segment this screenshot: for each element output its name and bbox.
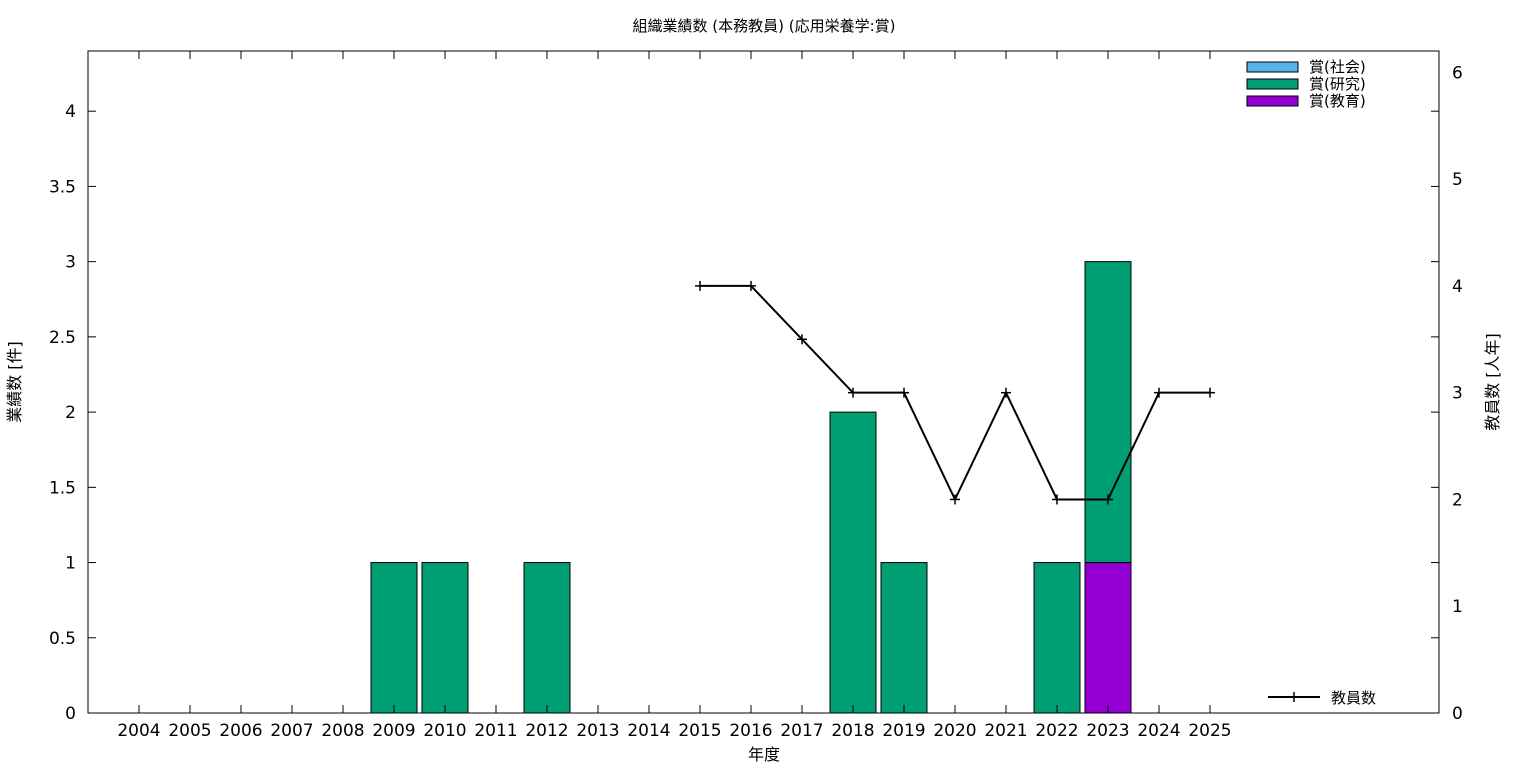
x-tick-label-18: 2022: [1035, 721, 1078, 741]
line-point-2024: [1154, 387, 1164, 398]
x-tick-label-5: 2009: [372, 721, 415, 741]
bar-1-2022: [1033, 562, 1081, 714]
x-tick-label-17: 2021: [984, 721, 1027, 741]
bars-layer: [370, 261, 1132, 714]
bar-1-2019: [880, 562, 928, 714]
line-point-2015: [695, 280, 705, 291]
x-tick-label-11: 2015: [678, 721, 721, 741]
x-tick-label-12: 2016: [729, 721, 772, 741]
y-axis-title: 業績数 [件]: [5, 341, 24, 423]
line-point-2021: [1001, 387, 1011, 398]
line-legend-label: 教員数: [1331, 689, 1376, 707]
x-tick-label-8: 2012: [525, 721, 568, 741]
y-tick-label-7: 3.5: [49, 177, 76, 197]
legend-label-0: 賞(社会): [1309, 58, 1366, 76]
x-axis-ticks: 2004 2005 2006 2007 2008 2009 2010 2011 2012 2013…: [117, 51, 1232, 741]
bar-1-2023: [1084, 261, 1132, 564]
x-tick-label-2: 2006: [219, 721, 262, 741]
x-tick-label-15: 2019: [882, 721, 925, 741]
x-tick-label-19: 2023: [1086, 721, 1129, 741]
x-tick-label-16: 2020: [933, 721, 976, 741]
x-axis-title: 年度: [748, 745, 780, 764]
bar-1-2012: [523, 562, 571, 714]
y-tick-label-3: 1.5: [49, 478, 76, 498]
x-tick-label-0: 2004: [117, 721, 160, 741]
x-tick-label-4: 2008: [321, 721, 364, 741]
x-tick-label-14: 2018: [831, 721, 874, 741]
y2-tick-label-5: 5: [1452, 170, 1463, 190]
bar-0-2023: [1084, 562, 1132, 714]
legend-label-2: 賞(教育): [1309, 92, 1366, 110]
y-tick-label-8: 4: [65, 102, 76, 122]
x-tick-label-10: 2014: [627, 721, 670, 741]
x-tick-label-13: 2017: [780, 721, 823, 741]
y2-tick-label-6: 6: [1452, 63, 1463, 83]
bar-1-2010: [421, 562, 469, 714]
legend-swatch-2: [1246, 95, 1299, 107]
line-point-2025: [1205, 387, 1215, 398]
line-point-2020: [950, 494, 960, 505]
line-point-2018: [848, 387, 858, 398]
x-tick-label-21: 2025: [1188, 721, 1231, 741]
y-tick-label-6: 3: [65, 253, 76, 273]
bar-1-2009: [370, 562, 418, 714]
chart-title: 組織業績数 (本務教員) (応用栄養学:賞): [633, 17, 896, 35]
line-point-2023: [1103, 494, 1113, 505]
y2-axis-title: 教員数 [人年]: [1483, 333, 1502, 431]
line-point-2019: [899, 387, 909, 398]
legend: 賞(社会)賞(研究)賞(教育): [1246, 58, 1366, 110]
x-tick-label-6: 2010: [423, 721, 466, 741]
line-point-2017: [797, 334, 807, 345]
legend-swatch-1: [1246, 78, 1299, 90]
line-legend: 教員数: [1268, 689, 1376, 707]
x-tick-label-9: 2013: [576, 721, 619, 741]
y-tick-label-5: 2.5: [49, 328, 76, 348]
y-tick-label-0: 0: [65, 704, 76, 724]
x-tick-label-20: 2024: [1137, 721, 1180, 741]
line-point-2022: [1052, 494, 1062, 505]
y2-axis-ticks: 0 1 2 3 4 5 6: [1452, 63, 1463, 724]
y2-tick-label-2: 2: [1452, 490, 1463, 510]
y-tick-label-2: 1: [65, 554, 76, 574]
y-tick-label-4: 2: [65, 403, 76, 423]
line-series-path: [700, 284, 1210, 502]
y2-tick-label-1: 1: [1452, 597, 1463, 617]
legend-swatch-0: [1246, 61, 1299, 73]
x-tick-label-1: 2005: [168, 721, 211, 741]
y2-tick-label-3: 3: [1452, 384, 1463, 404]
y2-tick-label-0: 0: [1452, 704, 1463, 724]
y2-tick-label-4: 4: [1452, 277, 1463, 297]
y-axis-ticks: 0 0.5 1 1.5 2 2.5 3 3.5 4: [49, 102, 1439, 724]
line-layer: [695, 280, 1215, 505]
plot-area: [87, 50, 1440, 714]
y-tick-label-1: 0.5: [49, 629, 76, 649]
bar-1-2018: [829, 411, 877, 714]
line-point-2016: [746, 280, 756, 291]
x-tick-label-3: 2007: [270, 721, 313, 741]
legend-label-1: 賞(研究): [1309, 75, 1366, 93]
x-tick-label-7: 2011: [474, 721, 517, 741]
